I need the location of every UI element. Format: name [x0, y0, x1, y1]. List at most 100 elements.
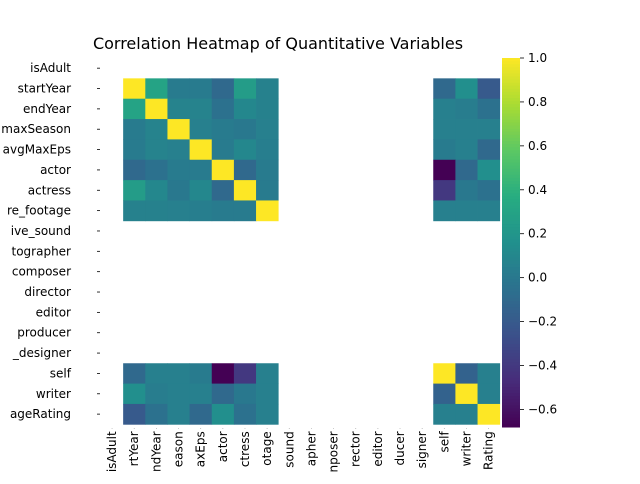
y-tick-label: producer	[17, 326, 71, 340]
heatmap-cell	[256, 383, 279, 405]
heatmap-cell	[167, 159, 190, 181]
x-tick-label: actor	[216, 431, 230, 462]
x-tick-label: ctress	[238, 431, 252, 467]
heatmap-cell	[145, 403, 168, 425]
heatmap-cell	[455, 180, 478, 201]
heatmap-cell	[455, 403, 478, 425]
colorbar-segment	[502, 85, 520, 90]
heatmap-cell	[477, 78, 501, 100]
colorbar-segment	[502, 141, 520, 145]
heatmap-cell	[477, 383, 501, 405]
heatmap-cell	[123, 119, 146, 140]
colorbar-segment	[502, 260, 520, 265]
colorbar-segment	[502, 316, 520, 320]
heatmap-cell	[256, 78, 279, 100]
heatmap-cell	[189, 363, 213, 384]
heatmap-cell	[123, 363, 146, 384]
y-tick-label: writer	[36, 387, 71, 401]
heatmap-cell	[455, 139, 478, 161]
colorbar-segment	[502, 230, 520, 234]
colorbar-segment	[502, 396, 520, 400]
heatmap-cell	[256, 159, 279, 181]
colorbar-segment	[502, 150, 520, 154]
heatmap-cell	[123, 200, 146, 222]
heatmap-cell	[145, 383, 168, 405]
colorbar-tick-label: 0.0	[528, 271, 547, 285]
heatmap-cell	[145, 200, 168, 222]
heatmap-cell	[433, 98, 456, 120]
heatmap-cell	[233, 363, 257, 384]
heatmap-cell	[123, 78, 146, 100]
colorbar-segment	[502, 224, 520, 228]
heatmap-cell	[256, 363, 279, 384]
colorbar-segment	[502, 365, 520, 370]
colorbar-segment	[502, 211, 520, 216]
x-tick-label: ducer	[393, 431, 407, 465]
heatmap-cell	[123, 180, 146, 201]
colorbar-segment	[502, 414, 520, 419]
colorbar-segment	[502, 61, 520, 65]
heatmap-cell	[233, 159, 257, 181]
y-axis: isAdult startYear endYear maxSeason avgMaxEp…	[1, 61, 100, 421]
colorbar: 1.0 0.8 0.6 0.4 0.2 0.0 −0.2 −0.4 −0.6	[502, 51, 557, 428]
x-tick-label: writer	[459, 431, 473, 466]
x-tick-label: editor	[371, 431, 385, 466]
heatmap-cell	[145, 98, 168, 120]
colorbar-segment	[502, 402, 520, 406]
colorbar-segment	[502, 340, 520, 345]
heatmap-cell	[167, 403, 190, 425]
colorbar-segment	[502, 291, 520, 296]
y-tick-label: actor	[40, 163, 71, 177]
colorbar-segment	[502, 128, 520, 133]
heatmap-cell	[455, 383, 478, 405]
heatmap-cell	[189, 119, 213, 140]
heatmap-cell	[256, 139, 279, 161]
x-tick-label: rector	[349, 431, 363, 467]
y-tick-label: re_footage	[7, 204, 71, 218]
colorbar-segment	[502, 107, 520, 111]
colorbar-segment	[502, 144, 520, 148]
heatmap-cell	[145, 180, 168, 201]
heatmap-cell	[433, 119, 456, 140]
heatmap-cell	[189, 159, 213, 181]
colorbar-segment	[502, 307, 520, 311]
heatmap-cell	[256, 180, 279, 201]
heatmap-cell	[433, 78, 456, 100]
heatmap-cell	[433, 363, 456, 384]
colorbar-segment	[502, 113, 520, 117]
heatmap-cell	[477, 159, 501, 181]
colorbar-segment	[502, 58, 520, 62]
heatmap-cell	[455, 363, 478, 384]
colorbar-segment	[502, 356, 520, 360]
colorbar-tick-label: 0.4	[528, 183, 547, 197]
colorbar-segment	[502, 162, 520, 167]
colorbar-segment	[502, 325, 520, 330]
colorbar-tick-label: 1.0	[528, 51, 547, 65]
colorbar-segment	[502, 88, 520, 93]
colorbar-segment	[502, 300, 520, 305]
heatmap-cell	[145, 363, 168, 384]
colorbar-tick-label: 0.8	[528, 95, 547, 109]
heatmap-cell	[211, 119, 235, 140]
colorbar-segment	[502, 279, 520, 283]
colorbar-segment	[502, 362, 520, 367]
y-tick-label: startYear	[18, 82, 71, 96]
colorbar-segment	[502, 233, 520, 237]
y-tick-label: endYear	[23, 102, 71, 116]
heatmap-cell	[233, 119, 257, 140]
colorbar-tick-label: −0.2	[528, 315, 557, 329]
colorbar-segment	[502, 153, 520, 157]
heatmap-cell	[433, 383, 456, 405]
x-tick-label: sound	[282, 431, 296, 467]
colorbar-segment	[502, 267, 520, 271]
y-tick-label: ageRating	[10, 407, 71, 421]
x-tick-label: apher	[304, 431, 318, 466]
heatmap-cell	[211, 383, 235, 405]
heatmap-cell	[123, 403, 146, 425]
heatmap-cells	[123, 78, 501, 425]
heatmap-cell	[167, 180, 190, 201]
colorbar-segment	[502, 165, 520, 170]
colorbar-segment	[502, 350, 520, 354]
